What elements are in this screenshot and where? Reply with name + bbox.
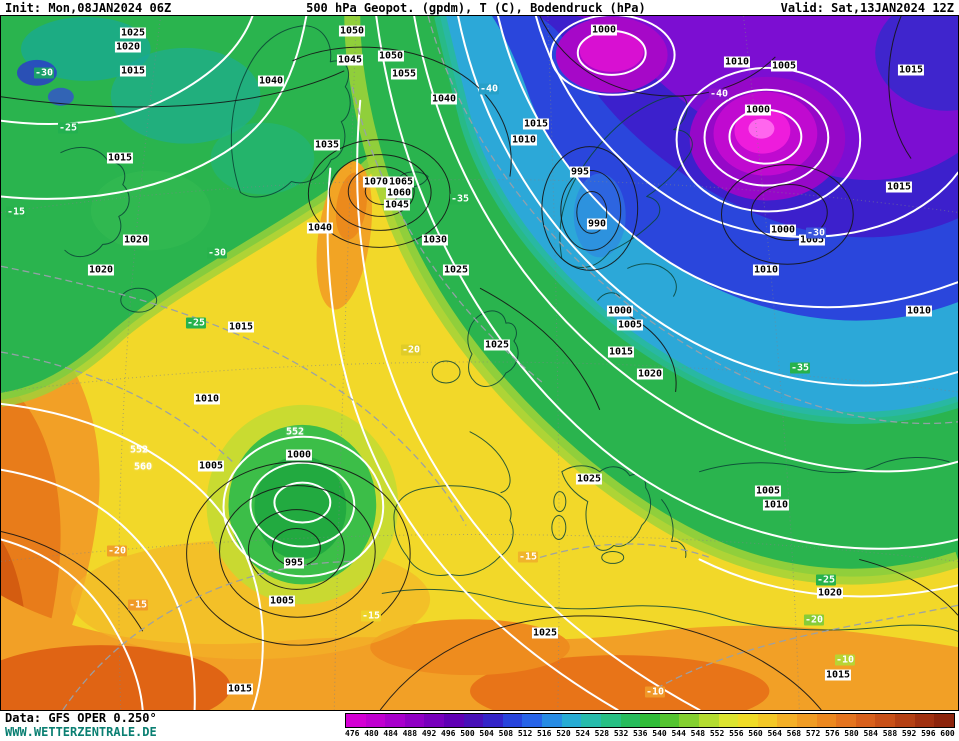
colorbar-tick: 560: [748, 729, 763, 738]
colorbar-tick: 512: [517, 729, 533, 738]
colorbar-tick: 600: [940, 729, 955, 738]
colorbar-segment: [640, 714, 660, 727]
coastline-layer: [60, 25, 958, 632]
colorbar-segment: [483, 714, 503, 727]
weather-map-canvas: [1, 16, 958, 710]
colorbar-ticks: 476 480 484 488 492 496 500 504 508 512 516 520 524 5…: [345, 729, 955, 738]
colorbar-segment: [816, 714, 837, 727]
colorbar-segment: [561, 714, 582, 727]
colorbar-tick: 564: [767, 729, 782, 738]
colorbar-tick: 504: [479, 729, 494, 738]
colorbar-tick: 488: [402, 729, 418, 738]
colorbar-tick: 496: [441, 729, 456, 738]
colorbar-segment: [346, 714, 366, 727]
colorbar-segment: [895, 714, 915, 727]
map-area: [0, 15, 959, 711]
colorbar-segment: [620, 714, 641, 727]
colorbar-tick: 532: [613, 729, 629, 738]
colorbar-tick: 544: [671, 729, 686, 738]
colorbar-segment: [777, 714, 798, 727]
colorbar-tick: 568: [786, 729, 802, 738]
valid-label: Valid: Sat,13JAN2024 12Z: [780, 0, 954, 15]
colorbar-tick: 536: [633, 729, 648, 738]
colorbar-segment: [463, 714, 484, 727]
colorbar-segment: [404, 714, 425, 727]
colorbar-segment: [679, 714, 699, 727]
colorbar-segment: [522, 714, 543, 727]
colorbar-tick: 484: [383, 729, 398, 738]
colorbar-tick: 580: [844, 729, 859, 738]
geopotential-colorbar: 476 480 484 488 492 496 500 504 508 512 516 520 524 5…: [345, 713, 955, 738]
colorbar-segments: [345, 713, 955, 728]
colorbar-segment: [797, 714, 817, 727]
colorbar-segment: [698, 714, 719, 727]
colorbar-segment: [757, 714, 778, 727]
colorbar-segment: [738, 714, 758, 727]
colorbar-segment: [659, 714, 680, 727]
colorbar-tick: 528: [594, 729, 610, 738]
colorbar-tick: 508: [498, 729, 514, 738]
init-label: Init: Mon,08JAN2024 06Z: [5, 0, 172, 15]
colorbar-tick: 500: [460, 729, 475, 738]
isotherm-layer: [1, 16, 958, 710]
colorbar-segment: [444, 714, 464, 727]
colorbar-segment: [718, 714, 739, 727]
colorbar-segment: [581, 714, 601, 727]
colorbar-tick: 540: [652, 729, 667, 738]
map-header: Init: Mon,08JAN2024 06Z 500 hPa Geopot. …: [0, 0, 959, 15]
colorbar-tick: 476: [345, 729, 360, 738]
colorbar-tick: 572: [805, 729, 821, 738]
colorbar-segment: [365, 714, 386, 727]
colorbar-tick: 576: [825, 729, 840, 738]
colorbar-segment: [875, 714, 896, 727]
geopotential-contour-layer: [1, 16, 958, 710]
colorbar-tick: 520: [556, 729, 571, 738]
colorbar-segment: [600, 714, 621, 727]
colorbar-segment: [424, 714, 445, 727]
colorbar-segment: [855, 714, 876, 727]
colorbar-segment: [836, 714, 856, 727]
colorbar-tick: 552: [709, 729, 725, 738]
colorbar-tick: 524: [575, 729, 590, 738]
colorbar-tick: 588: [882, 729, 898, 738]
colorbar-tick: 516: [537, 729, 552, 738]
graticule-layer: [1, 16, 958, 710]
colorbar-tick: 480: [364, 729, 379, 738]
colorbar-segment: [502, 714, 523, 727]
map-title: 500 hPa Geopot. (gpdm), T (C), Bodendruc…: [306, 0, 646, 15]
colorbar-segment: [542, 714, 562, 727]
colorbar-tick: 556: [729, 729, 744, 738]
temperature-fill-layer: [1, 16, 958, 710]
colorbar-segment: [385, 714, 405, 727]
colorbar-tick: 584: [863, 729, 878, 738]
colorbar-segment: [914, 714, 935, 727]
isobar-layer: [1, 16, 958, 710]
website-label: WWW.WETTERZENTRALE.DE: [5, 725, 157, 739]
colorbar-tick: 548: [690, 729, 706, 738]
colorbar-tick: 492: [421, 729, 437, 738]
colorbar-tick: 592: [901, 729, 917, 738]
colorbar-tick: 596: [921, 729, 936, 738]
data-source-label: Data: GFS OPER 0.250°: [5, 711, 157, 725]
colorbar-segment: [934, 714, 954, 727]
